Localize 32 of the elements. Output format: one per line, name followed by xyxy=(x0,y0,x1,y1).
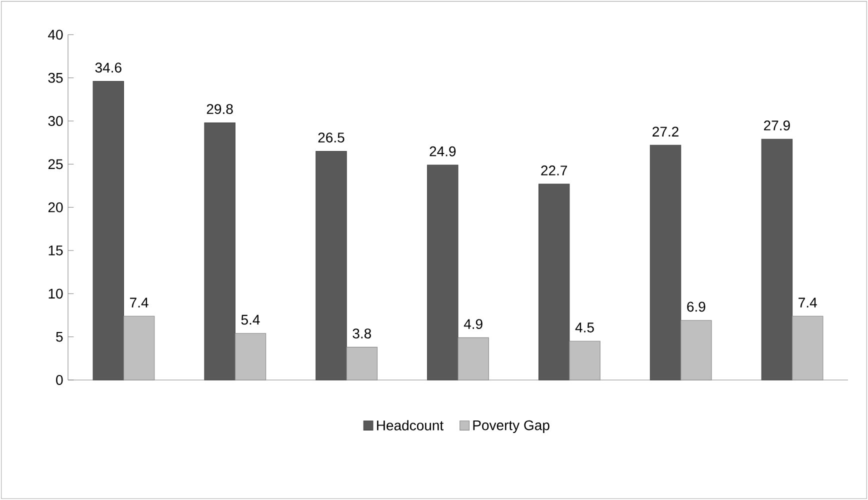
data-label: 24.9 xyxy=(430,146,456,156)
y-tick-label: 20 xyxy=(48,202,63,212)
data-label: 6.9 xyxy=(687,302,706,312)
bar xyxy=(538,184,570,380)
data-label: 27.2 xyxy=(652,126,678,136)
data-label: 5.4 xyxy=(241,314,260,325)
y-tick-label: 15 xyxy=(48,246,63,256)
y-tick-label: 10 xyxy=(48,288,63,299)
data-label: 3.8 xyxy=(352,328,372,338)
data-label: 4.5 xyxy=(575,322,594,332)
legend-label: Headcount xyxy=(377,420,444,430)
data-label: 26.5 xyxy=(318,132,344,143)
bar xyxy=(204,122,236,380)
bar xyxy=(92,81,124,380)
data-label: 7.4 xyxy=(798,298,817,308)
bar xyxy=(650,144,682,380)
bar xyxy=(761,138,793,380)
y-tick-label: 40 xyxy=(48,30,63,40)
data-label: 27.9 xyxy=(764,120,790,130)
data-label: 29.8 xyxy=(206,104,233,114)
data-label: 7.4 xyxy=(130,298,148,308)
data-label: 34.6 xyxy=(95,62,122,73)
data-label: 22.7 xyxy=(541,166,567,176)
y-tick-label: 5 xyxy=(56,332,63,342)
bar xyxy=(427,164,458,380)
y-tick-label: 30 xyxy=(48,116,63,126)
bar xyxy=(316,150,347,380)
data-label: 4.9 xyxy=(464,319,482,329)
legend-label: Poverty Gap xyxy=(473,420,550,433)
y-tick-label: 0 xyxy=(56,375,63,385)
y-tick-label: 25 xyxy=(48,159,63,170)
y-tick-label: 35 xyxy=(48,72,63,83)
